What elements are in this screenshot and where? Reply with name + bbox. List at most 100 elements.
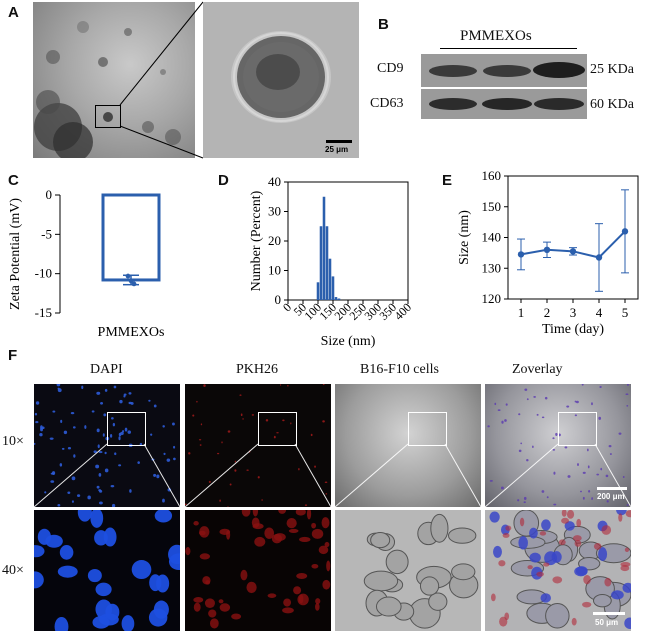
cell-outline — [430, 513, 449, 543]
cell-nucleus — [128, 392, 132, 395]
y-tick-label: -5 — [41, 226, 52, 241]
cell-nucleus — [96, 428, 100, 433]
cell-nucleus — [67, 491, 71, 494]
cell-nucleus — [104, 468, 109, 473]
cell-nucleus — [622, 582, 631, 593]
cell-nucleus — [92, 616, 110, 629]
column-header-b16f10: B16-F10 cells — [360, 362, 439, 377]
cell-nucleus — [50, 480, 55, 483]
y-tick-label: 30 — [268, 204, 281, 219]
data-point — [131, 281, 137, 287]
cell-nucleus — [34, 412, 38, 416]
cell-nucleus — [119, 399, 123, 404]
cell-nucleus — [541, 416, 545, 419]
cell-nucleus — [311, 528, 324, 539]
cell-outline — [419, 576, 440, 596]
cell-nucleus — [251, 414, 255, 416]
cell-nucleus — [231, 613, 242, 620]
cell-nucleus — [84, 425, 87, 429]
cell-nucleus — [104, 451, 107, 455]
cell-nucleus — [193, 521, 199, 526]
y-tick-label: 150 — [482, 199, 502, 214]
cell-outline — [363, 570, 399, 592]
overlay-40x-image: 50 μm — [485, 510, 631, 631]
cell-nucleus — [185, 547, 191, 556]
cell-nucleus — [185, 503, 187, 506]
cell-nucleus — [252, 510, 259, 517]
cell-nucleus — [172, 422, 175, 426]
cell-nucleus — [582, 601, 592, 608]
cell-nucleus — [118, 436, 121, 441]
band-weight-cd9: 25 KDa — [590, 62, 634, 77]
cell-nucleus — [76, 494, 81, 498]
cell-nucleus — [127, 430, 131, 434]
cell-nucleus — [98, 472, 102, 477]
cell-nucleus — [246, 581, 257, 594]
cell-nucleus — [494, 402, 497, 406]
cell-nucleus — [608, 444, 612, 448]
cell-nucleus — [626, 504, 629, 506]
cell-nucleus — [611, 590, 624, 600]
cell-nucleus — [239, 394, 242, 396]
cell-nucleus — [60, 419, 63, 423]
scale-bar-line — [597, 487, 627, 490]
cell-nucleus — [242, 417, 244, 420]
cell-nucleus — [39, 433, 43, 437]
cell-nucleus — [311, 522, 317, 529]
dapi-40x-image — [34, 510, 180, 631]
cell-nucleus — [618, 513, 623, 522]
band-label-cd9: CD9 — [377, 61, 404, 76]
cell-nucleus — [37, 528, 52, 545]
cell-nucleus — [604, 577, 612, 587]
cell-nucleus — [35, 421, 39, 424]
size-bar — [328, 258, 332, 300]
cell-nucleus — [99, 501, 103, 505]
cell-nucleus — [552, 576, 563, 584]
cell-nucleus — [87, 495, 91, 500]
cell-nucleus — [582, 496, 585, 500]
cell-nucleus — [110, 485, 115, 488]
y-axis-label: Number (Percent) — [249, 190, 264, 291]
size-bar — [331, 276, 335, 300]
brightfield-40x-image — [335, 510, 481, 631]
cell-nucleus — [205, 580, 211, 585]
cell-nucleus — [290, 422, 292, 425]
cell-nucleus — [265, 419, 269, 422]
cell-nucleus — [582, 471, 586, 474]
cell-nucleus — [605, 474, 609, 478]
y-tick-label: -10 — [35, 266, 52, 281]
cell-nucleus — [551, 551, 562, 563]
cell-nucleus — [505, 403, 508, 406]
cell-nucleus — [544, 396, 548, 400]
row-header-40x: 40× — [2, 563, 24, 578]
cell-nucleus — [526, 398, 529, 401]
cell-nucleus — [575, 566, 588, 576]
cell-nucleus — [111, 417, 114, 420]
cell-nucleus — [566, 405, 570, 408]
panel-label-a: A — [8, 4, 19, 21]
scale-bar-label: 200 μm — [597, 492, 625, 501]
cell-nucleus — [96, 391, 101, 395]
zoom-region-box — [558, 412, 597, 446]
cell-nucleus — [72, 426, 76, 429]
cell-nucleus — [77, 510, 92, 522]
cell-nucleus — [524, 388, 528, 391]
cell-nucleus — [59, 463, 63, 467]
cell-nucleus — [322, 384, 325, 386]
cell-nucleus — [553, 503, 557, 506]
cell-nucleus — [311, 563, 319, 569]
cell-nucleus — [298, 536, 311, 543]
zeta-potential-chart: 0 -5 -10 -15 PMMEXOs Zeta Potential (mV) — [8, 187, 164, 340]
cell-nucleus — [618, 432, 622, 435]
cell-nucleus — [104, 388, 108, 392]
cell-nucleus — [100, 401, 104, 405]
cell-nucleus — [601, 525, 612, 535]
y-axis-label: Size (nm) — [457, 210, 472, 265]
cell-nucleus — [217, 452, 220, 455]
cell-nucleus — [40, 425, 43, 430]
cell-nucleus — [118, 464, 122, 467]
cell-nucleus — [131, 560, 152, 580]
cell-nucleus — [501, 420, 504, 424]
cell-nucleus — [267, 593, 277, 598]
